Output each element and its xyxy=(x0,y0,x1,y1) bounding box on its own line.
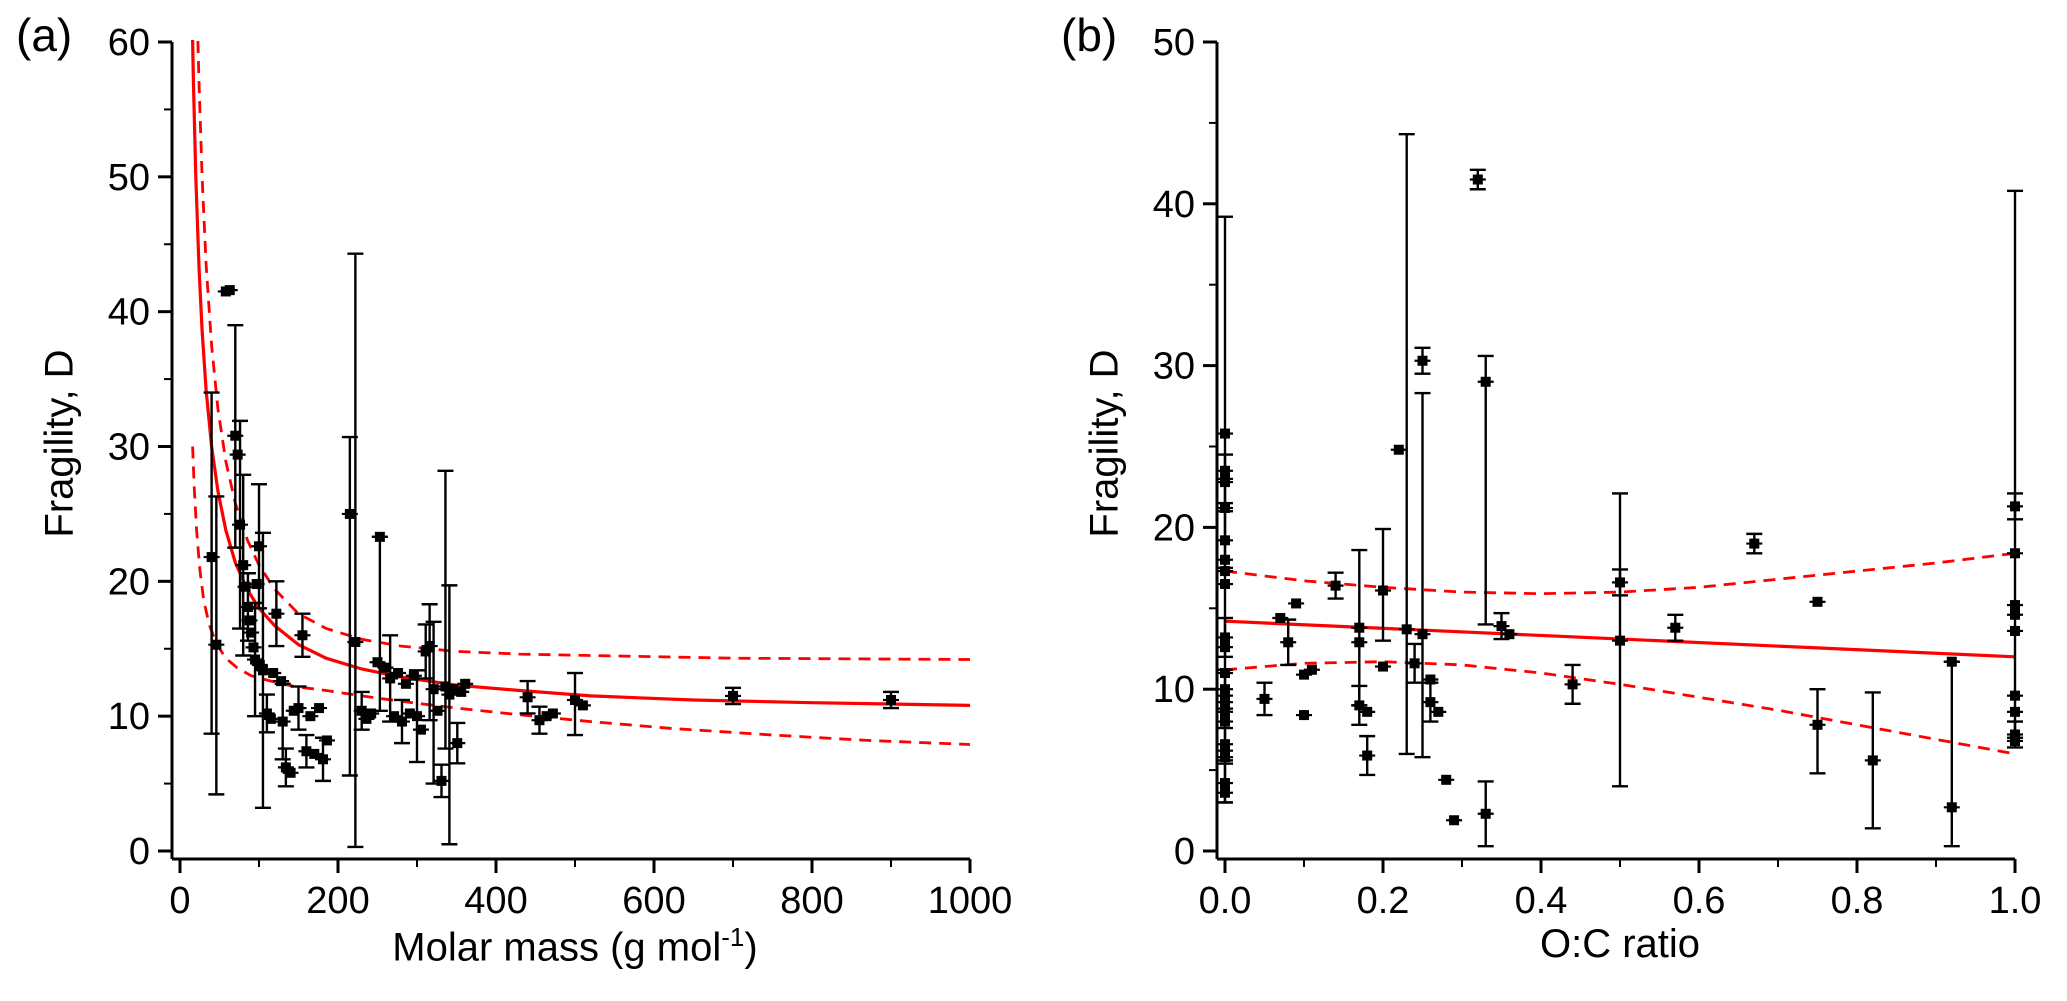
panel-a-y-axis-title: Fragility, D xyxy=(37,349,82,538)
svg-text:1000: 1000 xyxy=(928,880,1013,922)
svg-text:30: 30 xyxy=(108,427,150,469)
svg-text:40: 40 xyxy=(1153,184,1195,226)
svg-text:0.8: 0.8 xyxy=(1831,880,1884,922)
svg-text:40: 40 xyxy=(108,292,150,334)
panel-a-x-axis-title: Molar mass (g mol-1) xyxy=(180,922,970,970)
panel-b-y-axis-title: Fragility, D xyxy=(1082,349,1127,538)
svg-text:30: 30 xyxy=(1153,346,1195,388)
svg-text:200: 200 xyxy=(306,880,369,922)
svg-text:1.0: 1.0 xyxy=(1989,880,2042,922)
svg-text:20: 20 xyxy=(1153,507,1195,549)
svg-text:600: 600 xyxy=(622,880,685,922)
x-axis-title-text: Molar mass (g mol xyxy=(392,925,722,970)
svg-text:10: 10 xyxy=(1153,669,1195,711)
panel-b: 0 10 20 30 40 50 0.0 0.2 0.4 0.6 0.8 1.0 (b) O:C ra… xyxy=(1053,0,2063,1001)
svg-text:10: 10 xyxy=(108,696,150,738)
svg-text:800: 800 xyxy=(780,880,843,922)
svg-text:400: 400 xyxy=(464,880,527,922)
svg-text:0.6: 0.6 xyxy=(1673,880,1726,922)
svg-text:50: 50 xyxy=(1153,22,1195,64)
svg-text:50: 50 xyxy=(108,157,150,199)
oc-ratio-fragility-chart: 0 10 20 30 40 50 0.0 0.2 0.4 0.6 0.8 1.0 xyxy=(1153,22,2042,922)
panel-a-label: (a) xyxy=(16,9,73,61)
panel-b-label: (b) xyxy=(1061,9,1118,61)
svg-text:20: 20 xyxy=(108,561,150,603)
panel-b-x-axis-title: O:C ratio xyxy=(1539,922,1701,966)
x-axis-title-suffix: ) xyxy=(744,925,758,970)
svg-text:0.2: 0.2 xyxy=(1357,880,1410,922)
svg-text:0.0: 0.0 xyxy=(1199,880,1252,922)
svg-text:0: 0 xyxy=(169,880,190,922)
svg-text:0: 0 xyxy=(129,831,150,873)
panel-a: 0 10 20 30 40 50 60 0 200 400 600 800 1000 (a) Molar… xyxy=(8,0,1018,1001)
x-axis-title-superscript: -1 xyxy=(721,922,745,952)
svg-text:0: 0 xyxy=(1174,831,1195,873)
svg-text:60: 60 xyxy=(108,22,150,64)
svg-text:0.4: 0.4 xyxy=(1515,880,1568,922)
